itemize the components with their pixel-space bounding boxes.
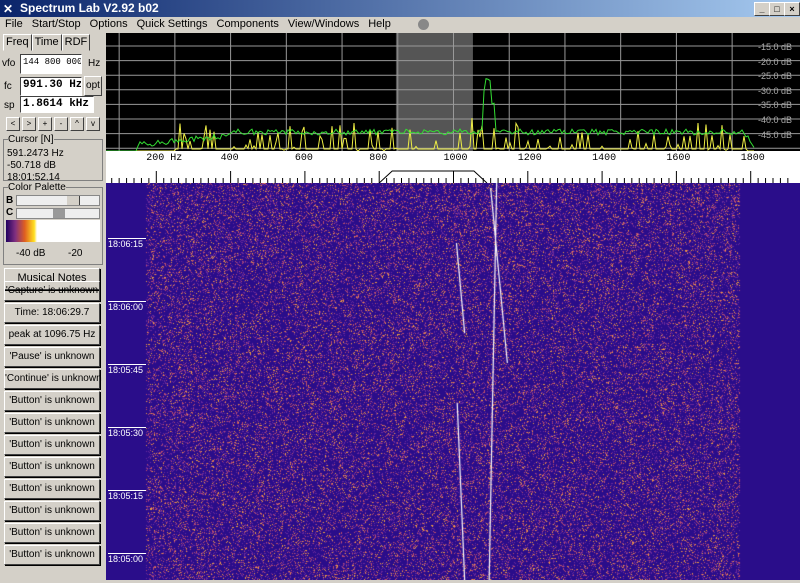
freq-tick-label: 1400: [592, 153, 617, 164]
macro-button[interactable]: peak at 1096.75 Hz: [4, 325, 100, 345]
zoom-out-button[interactable]: -: [54, 117, 68, 131]
db-tick-label: -30.0 dB: [758, 85, 793, 96]
palette-min-label: -40 dB: [16, 248, 46, 259]
macro-button[interactable]: 'Button' is unknown: [4, 545, 100, 565]
db-tick-label: -40.0 dB: [758, 115, 793, 125]
macro-button[interactable]: 'Continue' is unknown: [4, 369, 102, 389]
brightness-label: B: [6, 195, 14, 206]
menu-components[interactable]: Components: [216, 18, 279, 30]
cursor-title: Cursor [N]: [8, 134, 54, 145]
menu-options[interactable]: Options: [89, 18, 128, 30]
title-bar: ✕ Spectrum Lab V2.92 b02 _ □ ×: [0, 0, 800, 17]
time-label: 18:05:15: [108, 490, 147, 501]
cursor-group: Cursor [N] 591.2473 Hz -50.718 dB 18:01:…: [3, 134, 103, 183]
macro-button[interactable]: 'Button' is unknown: [4, 391, 100, 411]
macro-button[interactable]: Time: 18:06:29.7: [4, 303, 100, 323]
time-label: 18:05:45: [108, 364, 147, 375]
up-button[interactable]: ^: [70, 117, 84, 131]
brightness-slider[interactable]: [16, 195, 100, 206]
cursor-level: -50.718 dB: [7, 160, 56, 171]
menu-view-windows[interactable]: View/Windows: [287, 18, 360, 30]
contrast-slider[interactable]: [16, 208, 100, 219]
color-palette-group: Color Palette B C -40 dB -20: [3, 182, 103, 265]
cursor-freq: 591.2473 Hz: [7, 148, 64, 159]
zoom-in-button[interactable]: +: [38, 117, 52, 131]
macro-button[interactable]: 'Button' is unknown: [4, 479, 100, 499]
tab-time[interactable]: Time: [31, 34, 62, 51]
macro-button[interactable]: 'Capture' is unknown: [4, 281, 100, 301]
control-panel: Freq Time RDF vfo 144 800 000 Hz fc 991.…: [0, 32, 104, 583]
tab-rdf[interactable]: RDF: [61, 34, 91, 51]
macro-button[interactable]: 'Button' is unknown: [4, 501, 100, 521]
db-tick-label: -45.0 dB: [758, 129, 793, 140]
nav-left-button[interactable]: <: [6, 117, 20, 131]
status-led-icon: [417, 18, 429, 30]
waterfall-display[interactable]: 18:06:15 18:06:00 18:05:45 18:05:30 18:05:15…: [106, 183, 800, 580]
spectrum-trace: [106, 77, 755, 152]
db-tick-label: -20.0 dB: [758, 56, 793, 67]
nav-right-button[interactable]: >: [22, 117, 36, 131]
vfo-label: vfo: [2, 58, 16, 69]
vfo-input[interactable]: 144 800 000: [20, 54, 82, 74]
freq-tick-label: 400: [220, 153, 239, 164]
menu-quick-settings[interactable]: Quick Settings: [136, 18, 208, 30]
time-label: 18:05:30: [108, 427, 147, 438]
freq-tick-label: 1200: [517, 153, 542, 164]
palette-max-label: -20: [68, 248, 83, 259]
freq-tick-label: 800: [369, 153, 388, 164]
passband-marker: [378, 170, 488, 184]
peak-trace: [106, 117, 754, 152]
brightness-thumb[interactable]: [67, 196, 80, 205]
minimize-button[interactable]: _: [754, 2, 770, 16]
db-tick-label: -15.0 dB: [758, 42, 793, 52]
menu-bar: File Start/Stop Options Quick Settings Compo…: [0, 17, 800, 32]
macro-button[interactable]: 'Button' is unknown: [4, 435, 100, 455]
app-icon: ✕: [3, 2, 14, 16]
time-label: 18:06:15: [108, 238, 147, 249]
macro-button[interactable]: 'Button' is unknown: [4, 413, 100, 433]
window-title: Spectrum Lab V2.92 b02: [20, 1, 159, 15]
tab-bar: Freq Time RDF: [3, 34, 91, 51]
time-label: 18:05:00: [108, 553, 147, 564]
tab-freq[interactable]: Freq: [3, 34, 32, 51]
contrast-label: C: [6, 207, 14, 218]
fc-label: fc: [4, 81, 12, 92]
menu-start-stop[interactable]: Start/Stop: [31, 18, 81, 30]
fc-input[interactable]: 991.30 Hz: [20, 77, 82, 96]
palette-title: Color Palette: [8, 182, 66, 193]
db-tick-label: -35.0 dB: [758, 100, 793, 111]
cursor-time: 18:01:52.14: [7, 172, 60, 183]
macro-button[interactable]: 'Button' is unknown: [4, 457, 100, 477]
time-label: 18:06:00: [108, 301, 147, 312]
freq-tick-label: 1000: [443, 153, 468, 164]
maximize-button[interactable]: □: [769, 2, 785, 16]
sp-label: sp: [4, 100, 15, 111]
macro-button[interactable]: 'Button' is unknown: [4, 523, 100, 543]
frequency-axis[interactable]: 200 Hz 400 600 800 1000 1200 1400 1600 1800: [81, 151, 800, 184]
db-tick-label: -25.0 dB: [758, 71, 793, 82]
sp-input[interactable]: 1.8614 kHz: [20, 96, 94, 113]
freq-tick-label: 1600: [666, 153, 691, 164]
palette-gradient: [6, 220, 100, 242]
vfo-unit: Hz: [88, 58, 101, 69]
freq-tick-label: 1800: [740, 153, 765, 164]
contrast-thumb[interactable]: [53, 209, 65, 218]
menu-file[interactable]: File: [5, 18, 23, 30]
freq-tick-label: 600: [294, 153, 313, 164]
spectrum-plot[interactable]: -15.0 dB -20.0 dB -25.0 dB -30.0 dB -35.0 dB…: [106, 33, 800, 152]
freq-tick-label: 200 Hz: [146, 153, 183, 164]
opt-button[interactable]: opt: [84, 76, 102, 96]
waterfall-canvas[interactable]: [106, 183, 800, 580]
menu-help[interactable]: Help: [368, 18, 391, 30]
macro-button[interactable]: 'Pause' is unknown: [4, 347, 100, 367]
close-button[interactable]: ×: [784, 2, 800, 16]
down-button[interactable]: v: [86, 117, 100, 131]
